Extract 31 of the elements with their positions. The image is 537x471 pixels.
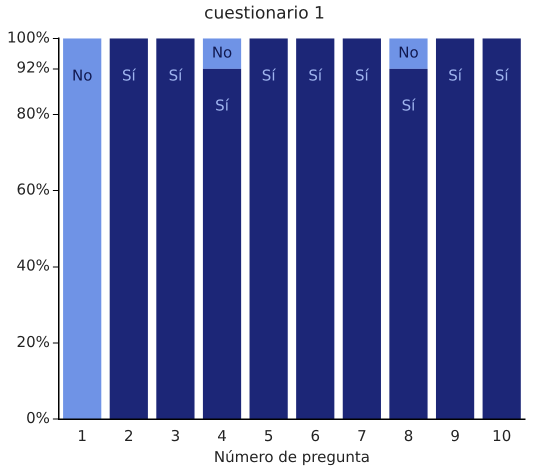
chart-title: cuestionario 1 xyxy=(204,4,325,24)
x-tick-label: 9 xyxy=(450,426,460,445)
x-tick-label: 1 xyxy=(77,426,87,445)
data-label: Sí xyxy=(355,66,370,84)
data-label: Sí xyxy=(402,96,416,115)
x-tick-label: 2 xyxy=(124,426,134,445)
y-tick-label: 40% xyxy=(16,256,50,275)
data-label: No xyxy=(72,66,92,84)
data-label: Sí xyxy=(494,66,510,84)
y-tick-label: 80% xyxy=(16,104,50,122)
data-label: Sí xyxy=(122,66,136,84)
data-label: No xyxy=(398,44,419,62)
data-label: Sí xyxy=(308,66,323,84)
x-tick-label: 10 xyxy=(492,426,512,445)
y-tick-label: 60% xyxy=(16,180,50,199)
x-tick-label: 6 xyxy=(310,426,320,445)
data-label: Sí xyxy=(448,66,463,84)
x-tick-label: 4 xyxy=(217,426,227,445)
x-tick-label: 5 xyxy=(264,426,274,445)
x-tick-label: 8 xyxy=(404,426,414,445)
y-tick-label: 92% xyxy=(16,58,50,77)
data-label: Sí xyxy=(215,96,230,115)
y-tick-label: 20% xyxy=(16,332,50,351)
x-axis-title: Número de pregunta xyxy=(214,448,370,466)
data-label: Sí xyxy=(168,66,184,84)
x-tick-label: 7 xyxy=(357,426,367,445)
data-label: No xyxy=(212,44,232,62)
y-tick-label: 100% xyxy=(6,28,50,46)
data-label: Sí xyxy=(262,66,276,84)
y-tick-label: 0% xyxy=(26,408,50,427)
x-tick-label: 3 xyxy=(170,426,180,445)
